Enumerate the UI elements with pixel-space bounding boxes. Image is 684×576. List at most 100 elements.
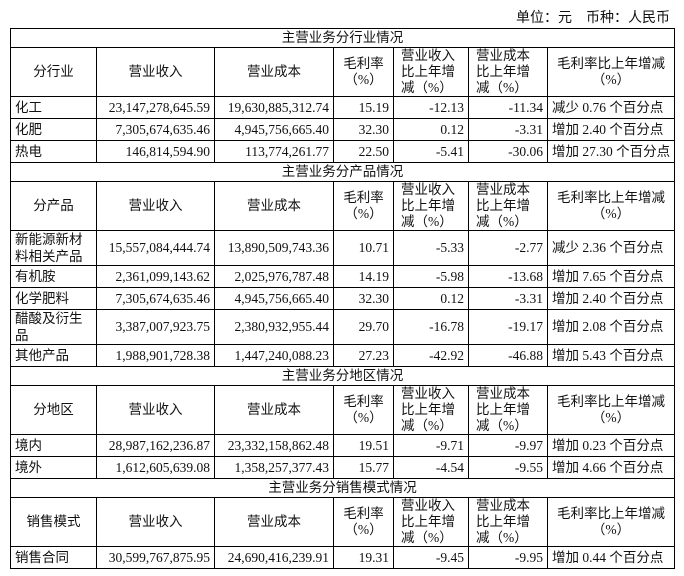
cell-cost: 2,380,932,955.44 bbox=[214, 309, 334, 345]
cell-rev-change: 0.12 bbox=[393, 287, 469, 310]
cell-margin-change: 增加 7.65 个百分点 bbox=[546, 265, 676, 288]
cell-cost: 4,945,756,665.40 bbox=[214, 118, 334, 141]
table-row: 化肥 7,305,674,635.46 4,945,756,665.40 32.30 0… bbox=[10, 118, 676, 141]
cell-margin-change: 增加 2.08 个百分点 bbox=[546, 309, 676, 345]
section-title-row: 主营业务分销售模式情况 bbox=[9, 478, 676, 498]
table-row: 销售合同 30,599,767,875.95 24,690,416,239.91 19… bbox=[10, 546, 676, 569]
cell-rev-change: -5.33 bbox=[393, 230, 469, 266]
header-dimension: 分地区 bbox=[10, 385, 97, 435]
cell-margin: 27.23 bbox=[333, 344, 394, 367]
cell-revenue: 1,988,901,728.38 bbox=[96, 344, 215, 367]
header-cost-change: 营业成本比上年增减（%） bbox=[468, 497, 548, 547]
table-row: 化学肥料 7,305,674,635.46 4,945,756,665.40 32.3… bbox=[10, 287, 676, 310]
cell-revenue: 28,987,162,236.87 bbox=[96, 434, 215, 457]
cell-margin-change: 增加 27.30 个百分点 bbox=[546, 140, 676, 163]
cell-cost: 23,332,158,862.48 bbox=[214, 434, 334, 457]
cell-cost: 1,447,240,088.23 bbox=[214, 344, 334, 367]
section-title: 主营业务分行业情况 bbox=[9, 28, 676, 48]
table-row: 热电 146,814,594.90 113,774,261.77 22.50 -5.41… bbox=[10, 140, 676, 163]
cell-rev-change: -9.71 bbox=[393, 434, 469, 457]
header-cost: 营业成本 bbox=[214, 47, 334, 97]
header-row: 分产品 营业收入 营业成本 毛利率（%） 营业收入比上年增减（%） 营业成本比上年增减（%… bbox=[10, 181, 676, 231]
cell-cost-change: -2.77 bbox=[468, 230, 548, 266]
cell-margin-change: 减少 0.76 个百分点 bbox=[546, 96, 676, 119]
cell-revenue: 2,361,099,143.62 bbox=[96, 265, 215, 288]
cell-cost: 13,890,509,743.36 bbox=[214, 230, 334, 266]
cell-margin: 32.30 bbox=[333, 287, 394, 310]
main-business-table: 主营业务分行业情况 分行业 营业收入 营业成本 毛利率（%） 营业收入比上年增减（%） 营业… bbox=[9, 28, 676, 569]
section-title-row: 主营业务分地区情况 bbox=[9, 366, 676, 386]
cell-rev-change: 0.12 bbox=[393, 118, 469, 141]
cell-cost-change: -9.97 bbox=[468, 434, 548, 457]
header-margin-change: 毛利率比上年增减（%） bbox=[546, 497, 676, 547]
header-rev-change: 营业收入比上年增减（%） bbox=[393, 47, 469, 97]
cell-margin: 14.19 bbox=[333, 265, 394, 288]
cell-margin: 15.77 bbox=[333, 456, 394, 479]
header-rev-change: 营业收入比上年增减（%） bbox=[393, 497, 469, 547]
header-row: 分行业 营业收入 营业成本 毛利率（%） 营业收入比上年增减（%） 营业成本比上年增减（%… bbox=[10, 47, 676, 97]
header-revenue: 营业收入 bbox=[96, 181, 215, 231]
row-label: 境外 bbox=[10, 456, 97, 479]
row-label: 热电 bbox=[10, 140, 97, 163]
header-margin: 毛利率（%） bbox=[333, 47, 394, 97]
section-title: 主营业务分地区情况 bbox=[9, 366, 676, 386]
cell-cost: 19,630,885,312.74 bbox=[214, 96, 334, 119]
cell-cost-change: -46.88 bbox=[468, 344, 548, 367]
cell-cost-change: -13.68 bbox=[468, 265, 548, 288]
cell-cost-change: -9.55 bbox=[468, 456, 548, 479]
cell-cost: 4,945,756,665.40 bbox=[214, 287, 334, 310]
row-label: 化工 bbox=[10, 96, 97, 119]
cell-cost: 113,774,261.77 bbox=[214, 140, 334, 163]
section-title-row: 主营业务分产品情况 bbox=[9, 162, 676, 182]
section-title: 主营业务分产品情况 bbox=[9, 162, 676, 182]
header-revenue: 营业收入 bbox=[96, 47, 215, 97]
cell-rev-change: -42.92 bbox=[393, 344, 469, 367]
header-cost-change: 营业成本比上年增减（%） bbox=[468, 181, 548, 231]
header-margin: 毛利率（%） bbox=[333, 497, 394, 547]
cell-margin-change: 减少 2.36 个百分点 bbox=[546, 230, 676, 266]
cell-margin-change: 增加 5.43 个百分点 bbox=[546, 344, 676, 367]
cell-margin: 22.50 bbox=[333, 140, 394, 163]
table-row: 化工 23,147,278,645.59 19,630,885,312.74 15.1… bbox=[10, 96, 676, 119]
header-revenue: 营业收入 bbox=[96, 497, 215, 547]
cell-rev-change: -5.98 bbox=[393, 265, 469, 288]
cell-revenue: 15,557,084,444.74 bbox=[96, 230, 215, 266]
cell-rev-change: -4.54 bbox=[393, 456, 469, 479]
header-cost: 营业成本 bbox=[214, 385, 334, 435]
row-label: 境内 bbox=[10, 434, 97, 457]
cell-cost: 2,025,976,787.48 bbox=[214, 265, 334, 288]
row-label: 新能源新材料相关产品 bbox=[10, 230, 97, 266]
table-row: 有机胺 2,361,099,143.62 2,025,976,787.48 14.19… bbox=[10, 265, 676, 288]
header-margin: 毛利率（%） bbox=[333, 181, 394, 231]
header-margin: 毛利率（%） bbox=[333, 385, 394, 435]
table-row: 境内 28,987,162,236.87 23,332,158,862.48 19.5… bbox=[10, 434, 676, 457]
cell-rev-change: -16.78 bbox=[393, 309, 469, 345]
cell-margin: 19.51 bbox=[333, 434, 394, 457]
cell-revenue: 7,305,674,635.46 bbox=[96, 118, 215, 141]
table-row: 醋酸及衍生品 3,387,007,923.75 2,380,932,955.44 29… bbox=[10, 309, 676, 345]
cell-rev-change: -9.45 bbox=[393, 546, 469, 569]
header-row: 分地区 营业收入 营业成本 毛利率（%） 营业收入比上年增减（%） 营业成本比上年增减（%… bbox=[10, 385, 676, 435]
cell-cost: 1,358,257,377.43 bbox=[214, 456, 334, 479]
section-title: 主营业务分销售模式情况 bbox=[9, 478, 676, 498]
cell-margin: 15.19 bbox=[333, 96, 394, 119]
header-revenue: 营业收入 bbox=[96, 385, 215, 435]
row-label: 有机胺 bbox=[10, 265, 97, 288]
header-rev-change: 营业收入比上年增减（%） bbox=[393, 181, 469, 231]
header-cost-change: 营业成本比上年增减（%） bbox=[468, 47, 548, 97]
header-dimension: 销售模式 bbox=[10, 497, 97, 547]
row-label: 醋酸及衍生品 bbox=[10, 309, 97, 345]
section-title-row: 主营业务分行业情况 bbox=[9, 28, 676, 48]
row-label: 化肥 bbox=[10, 118, 97, 141]
cell-margin: 10.71 bbox=[333, 230, 394, 266]
header-cost: 营业成本 bbox=[214, 181, 334, 231]
cell-margin-change: 增加 0.44 个百分点 bbox=[546, 546, 676, 569]
header-dimension: 分产品 bbox=[10, 181, 97, 231]
cell-revenue: 7,305,674,635.46 bbox=[96, 287, 215, 310]
cell-revenue: 146,814,594.90 bbox=[96, 140, 215, 163]
cell-revenue: 23,147,278,645.59 bbox=[96, 96, 215, 119]
header-margin-change: 毛利率比上年增减（%） bbox=[546, 47, 676, 97]
cell-margin-change: 增加 2.40 个百分点 bbox=[546, 287, 676, 310]
cell-margin: 29.70 bbox=[333, 309, 394, 345]
header-cost-change: 营业成本比上年增减（%） bbox=[468, 385, 548, 435]
